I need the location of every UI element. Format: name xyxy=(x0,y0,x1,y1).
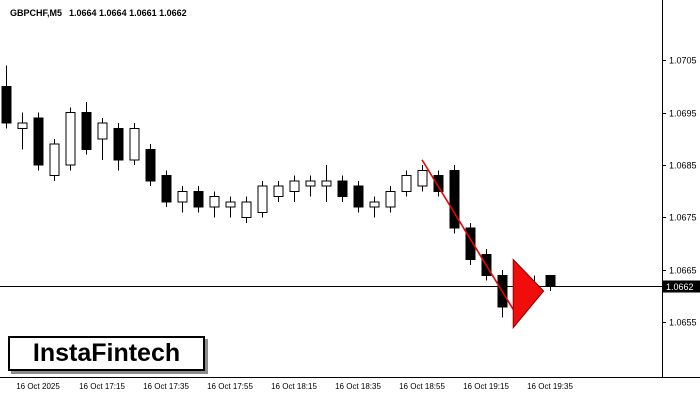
candle-body xyxy=(289,180,300,192)
price-axis-label: 1.0695 xyxy=(669,109,697,119)
price-axis-label: 1.0685 xyxy=(669,161,697,171)
time-axis-label: 16 Oct 18:35 xyxy=(335,382,381,391)
candle-body xyxy=(241,201,252,218)
candle-body xyxy=(161,175,172,203)
candle-body xyxy=(113,127,124,161)
candle-body xyxy=(49,143,60,176)
time-axis-label: 16 Oct 18:15 xyxy=(271,382,317,391)
symbol-timeframe-label: GBPCHF,M5 xyxy=(10,8,63,18)
candle-body xyxy=(177,190,188,203)
candle-body xyxy=(1,85,12,124)
candle-body xyxy=(257,185,268,213)
candle-body xyxy=(321,180,332,187)
candle-body xyxy=(401,175,412,192)
candle-body xyxy=(81,112,92,150)
candle-body xyxy=(353,185,364,208)
chart-title: GBPCHF,M5 1.0664 1.0664 1.0661 1.0662 xyxy=(10,8,187,18)
candle-body xyxy=(129,127,140,161)
time-axis-label: 16 Oct 19:15 xyxy=(463,382,509,391)
candle-body xyxy=(225,201,236,208)
current-price-tag xyxy=(663,280,700,293)
candle-body xyxy=(33,117,44,166)
price-axis-label: 1.0675 xyxy=(669,213,697,223)
time-axis-label: 16 Oct 17:15 xyxy=(79,382,125,391)
candle-body xyxy=(17,122,28,129)
candle-body xyxy=(449,169,460,229)
price-axis-label: 1.0705 xyxy=(669,56,697,66)
candle-body xyxy=(209,196,220,208)
candle-body xyxy=(465,227,476,260)
signal-triangle[interactable] xyxy=(512,258,545,330)
time-axis-label: 16 Oct 17:35 xyxy=(143,382,189,391)
candle-body xyxy=(305,180,316,187)
candle-body xyxy=(545,274,556,287)
price-axis-label: 1.0655 xyxy=(669,318,697,328)
candle-body xyxy=(417,169,428,187)
candle-body xyxy=(433,175,444,192)
candle-body xyxy=(369,201,380,208)
time-axis-label: 16 Oct 19:35 xyxy=(527,382,573,391)
instafintech-logo: InstaFintech xyxy=(8,336,205,371)
candle-body xyxy=(273,185,284,197)
candle-body xyxy=(193,190,204,208)
time-axis-label: 16 Oct 18:55 xyxy=(399,382,445,391)
ohlc-quote-label: 1.0664 1.0664 1.0661 1.0662 xyxy=(69,8,187,18)
candle-body xyxy=(337,180,348,197)
current-price-tag-label: 1.0662 xyxy=(666,282,694,292)
logo-text: InstaFintech xyxy=(32,339,181,367)
time-axis-label: 16 Oct 2025 xyxy=(16,382,60,391)
candle-body xyxy=(65,112,76,166)
candle-body xyxy=(97,122,108,140)
trendline[interactable] xyxy=(421,159,516,313)
candle-body xyxy=(145,148,156,182)
price-axis-label: 1.0665 xyxy=(669,266,697,276)
time-axis-label: 16 Oct 17:55 xyxy=(207,382,253,391)
candle-body xyxy=(385,190,396,208)
